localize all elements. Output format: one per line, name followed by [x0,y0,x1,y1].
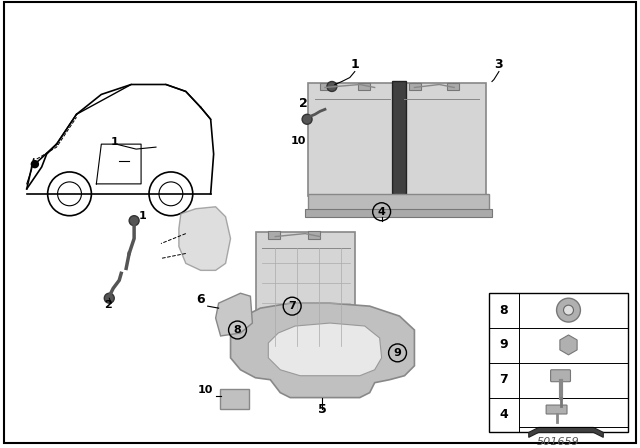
Polygon shape [392,82,406,197]
FancyBboxPatch shape [410,82,421,90]
Polygon shape [216,293,252,336]
FancyBboxPatch shape [447,82,459,90]
FancyBboxPatch shape [220,389,250,409]
Text: 3: 3 [495,58,503,71]
FancyBboxPatch shape [320,82,332,90]
Text: 8: 8 [500,304,508,317]
Text: 6: 6 [196,293,205,306]
Text: 5: 5 [317,402,326,415]
Text: 1: 1 [110,137,118,147]
Polygon shape [179,207,230,270]
FancyBboxPatch shape [308,82,397,196]
Polygon shape [529,427,604,437]
FancyBboxPatch shape [550,370,570,382]
Text: 501659: 501659 [537,437,580,448]
FancyBboxPatch shape [308,231,320,238]
Text: 2: 2 [104,300,112,310]
Text: 9: 9 [500,338,508,351]
Circle shape [129,215,139,226]
FancyBboxPatch shape [308,194,489,212]
Polygon shape [230,303,415,397]
Circle shape [327,82,337,91]
Text: 4: 4 [378,207,385,217]
Text: 2: 2 [299,97,307,110]
Text: 10: 10 [198,385,213,395]
Polygon shape [268,323,381,376]
Circle shape [557,298,580,322]
Text: 1: 1 [351,58,359,71]
FancyBboxPatch shape [257,232,355,350]
FancyBboxPatch shape [305,209,492,217]
FancyBboxPatch shape [4,2,636,444]
FancyBboxPatch shape [397,82,486,196]
FancyBboxPatch shape [358,82,370,90]
Text: 9: 9 [394,348,401,358]
Text: 10: 10 [291,136,306,146]
Text: 4: 4 [499,408,508,421]
Text: 8: 8 [234,325,241,335]
Text: 1: 1 [139,211,147,221]
FancyBboxPatch shape [489,293,628,432]
Circle shape [104,293,115,303]
FancyBboxPatch shape [268,231,280,238]
Text: ●: ● [30,159,40,169]
Text: 7: 7 [288,301,296,311]
FancyBboxPatch shape [546,405,567,414]
Polygon shape [560,335,577,355]
Text: 7: 7 [499,373,508,386]
Circle shape [564,305,573,315]
Circle shape [302,114,312,124]
